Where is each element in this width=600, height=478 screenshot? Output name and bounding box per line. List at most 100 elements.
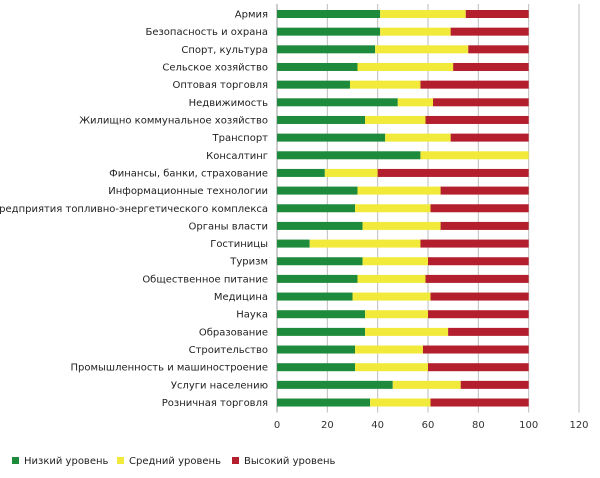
bar-segment-low xyxy=(277,327,366,336)
bar-segment-medium xyxy=(357,186,441,195)
bar-segment-low xyxy=(277,345,356,354)
bar-segment-medium xyxy=(355,345,423,354)
bar-segment-medium xyxy=(357,274,426,283)
category-label: Спорт, культура xyxy=(181,45,268,56)
bar-segment-low xyxy=(277,363,356,372)
bar-segment-high xyxy=(425,274,529,283)
bar-segment-high xyxy=(440,221,529,230)
bar-segment-medium xyxy=(365,310,428,319)
category-label: Органы власти xyxy=(189,221,268,232)
bar-segment-medium xyxy=(355,204,431,213)
category-label: Туризм xyxy=(229,257,268,268)
bar-segment-medium xyxy=(365,115,426,124)
bar-segment-medium xyxy=(362,257,428,266)
category-label: Армия xyxy=(235,10,268,21)
category-label: Информационные технологии xyxy=(108,186,268,197)
bar-segment-high xyxy=(425,115,529,124)
bar-segment-medium xyxy=(365,327,449,336)
bar-segment-medium xyxy=(375,45,469,54)
bar-segment-low xyxy=(277,115,366,124)
bar-segment-low xyxy=(277,45,376,54)
category-label: Безопасность и охрана xyxy=(145,27,268,38)
bar-segment-medium xyxy=(309,239,421,248)
bar-segment-low xyxy=(277,151,421,160)
legend-label: Низкий уровень xyxy=(24,456,109,467)
bar-segment-high xyxy=(430,292,529,301)
bar-segment-low xyxy=(277,186,358,195)
legend-swatch xyxy=(117,457,124,464)
category-label: Финансы, банки, страхование xyxy=(109,168,268,179)
bar-segment-low xyxy=(277,133,386,142)
category-label: Предприятия топливно-энергетического ком… xyxy=(0,204,268,215)
bar-segment-low xyxy=(277,221,363,230)
legend-label: Высокий уровень xyxy=(244,456,336,467)
x-tick-label: 120 xyxy=(569,420,588,431)
category-label: Транспорт xyxy=(212,133,269,144)
legend-swatch xyxy=(232,457,239,464)
category-label: Консалтинг xyxy=(206,151,268,162)
bar-segment-low xyxy=(277,380,393,389)
category-label: Жилищно коммунальное хозяйство xyxy=(79,115,268,126)
bar-segment-medium xyxy=(385,133,451,142)
bar-segment-medium xyxy=(362,221,441,230)
legend-swatch xyxy=(12,457,19,464)
bar-segment-medium xyxy=(420,151,529,160)
bar-segment-high xyxy=(448,327,529,336)
bar-segment-high xyxy=(430,204,529,213)
category-label: Гостиницы xyxy=(210,239,268,250)
category-label: Недвижимость xyxy=(189,98,268,109)
legend-label: Средний уровень xyxy=(129,456,221,467)
category-label: Общественное питание xyxy=(142,274,268,285)
category-label: Промышленность и машиностроение xyxy=(71,363,269,374)
x-axis: 0 20 40 60 80 100 120 xyxy=(274,420,589,431)
bars xyxy=(277,10,529,407)
bar-segment-low xyxy=(277,98,398,107)
category-label: Сельское хозяйство xyxy=(162,62,268,73)
legend: Низкий уровень Средний уровень Высокий уро… xyxy=(12,456,336,467)
bar-segment-high xyxy=(433,98,529,107)
bar-segment-medium xyxy=(352,292,431,301)
bar-segment-medium xyxy=(397,98,434,107)
bar-segment-high xyxy=(428,257,529,266)
bar-segment-low xyxy=(277,27,381,36)
category-labels: Армия Безопасность и охрана Спорт, культур… xyxy=(0,10,268,410)
bar-segment-medium xyxy=(392,380,461,389)
bar-segment-low xyxy=(277,204,356,213)
bar-segment-high xyxy=(422,345,529,354)
bar-segment-low xyxy=(277,292,353,301)
bar-segment-low xyxy=(277,274,358,283)
bar-segment-high xyxy=(428,310,529,319)
bar-segment-medium xyxy=(349,80,421,89)
category-label: Услуги населению xyxy=(171,380,268,391)
bar-segment-medium xyxy=(355,363,428,372)
bar-segment-low xyxy=(277,62,358,71)
bar-segment-high xyxy=(428,363,529,372)
bar-segment-medium xyxy=(370,398,431,407)
category-label: Розничная торговля xyxy=(162,398,268,409)
bar-segment-high xyxy=(377,168,529,177)
x-tick-label: 20 xyxy=(321,420,334,431)
bar-segment-high xyxy=(420,239,529,248)
bar-segment-low xyxy=(277,257,363,266)
bar-segment-high xyxy=(468,45,529,54)
bar-segment-high xyxy=(460,380,529,389)
bar-segment-high xyxy=(450,27,529,36)
bar-segment-high xyxy=(440,186,529,195)
category-label: Оптовая торговля xyxy=(172,80,268,91)
bar-segment-medium xyxy=(380,27,451,36)
x-tick-label: 40 xyxy=(371,420,384,431)
category-label: Наука xyxy=(236,310,268,321)
bar-segment-high xyxy=(450,133,529,142)
category-label: Образование xyxy=(199,327,268,338)
x-tick-label: 60 xyxy=(422,420,435,431)
x-tick-label: 80 xyxy=(472,420,485,431)
x-tick-label: 0 xyxy=(274,420,280,431)
x-tick-label: 100 xyxy=(519,420,538,431)
bar-segment-medium xyxy=(324,168,378,177)
bar-segment-high xyxy=(430,398,529,407)
bar-segment-medium xyxy=(357,62,454,71)
bar-segment-low xyxy=(277,398,371,407)
bar-segment-low xyxy=(277,80,350,89)
